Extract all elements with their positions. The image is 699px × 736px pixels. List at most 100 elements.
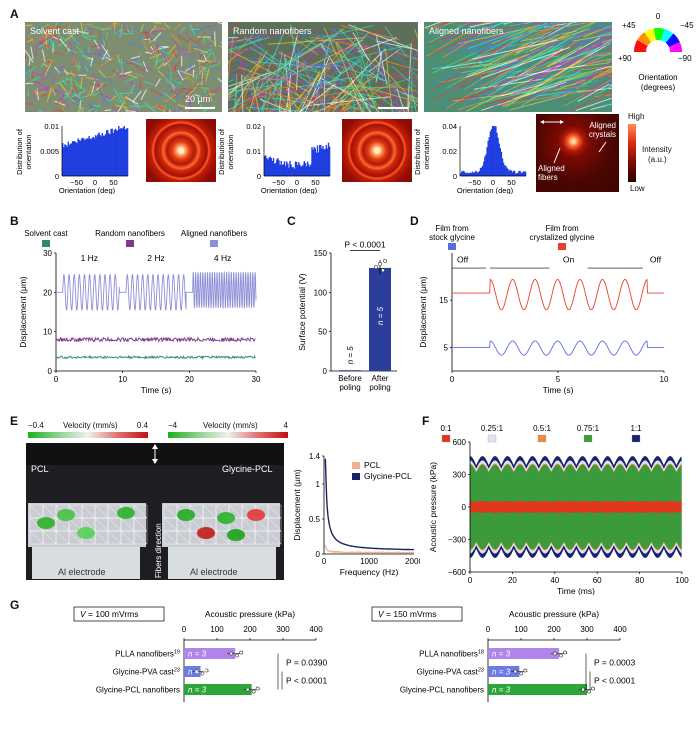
- fiber-stroke: [247, 77, 281, 81]
- x-axis-label: Acoustic pressure (kPa): [509, 609, 599, 619]
- hist-bar: [471, 172, 473, 176]
- fiber-stroke: [323, 73, 352, 95]
- hist-bar: [77, 138, 79, 176]
- fiber-stroke: [368, 49, 400, 72]
- fiber-stroke: [132, 63, 145, 72]
- hist-bar: [282, 164, 285, 176]
- fiber-stroke: [236, 55, 245, 86]
- fiber-stroke: [255, 103, 275, 112]
- fiber-stroke: [201, 71, 204, 86]
- fiber-stroke: [378, 41, 386, 77]
- fiber-stroke: [97, 49, 107, 57]
- hist-bar: [321, 148, 323, 176]
- legend-swatch: [126, 240, 134, 247]
- hist-bar: [81, 137, 84, 176]
- fiber-stroke: [25, 54, 27, 62]
- fiber-stroke: [348, 83, 356, 112]
- fiber-stroke: [336, 96, 341, 112]
- fiber-stroke: [59, 100, 65, 112]
- hist-bar: [497, 137, 499, 176]
- hist-bar: [310, 164, 312, 176]
- fiber-stroke: [171, 48, 178, 59]
- fiber-stroke: [88, 107, 95, 112]
- state-label-off-2: Off: [650, 254, 662, 264]
- fiber-stroke: [401, 50, 418, 112]
- frequency-annotation: 4 Hz: [214, 253, 231, 263]
- x-tick-label: 2000: [405, 557, 420, 566]
- fiber-stroke: [101, 53, 109, 63]
- hist-bar: [522, 171, 525, 176]
- fiber-stroke: [177, 70, 184, 81]
- fiber-stroke: [321, 106, 347, 112]
- fiber-stroke: [132, 90, 142, 103]
- fiber-stroke: [177, 34, 190, 44]
- series-random-nanofibers: [55, 336, 256, 344]
- hist-bar: [466, 172, 468, 176]
- hist-ytick: 0: [257, 172, 261, 181]
- y-tick-label: 15: [439, 296, 448, 305]
- category-label: Glycine-PCL nanofibers: [96, 686, 180, 695]
- n-label: n = 3: [188, 686, 207, 695]
- fiber-stroke: [54, 26, 62, 30]
- legend-swatch: [448, 243, 456, 250]
- hist-bar: [89, 138, 91, 176]
- fiber-stroke: [70, 96, 77, 101]
- hist-bar: [275, 162, 277, 176]
- fiber-stroke: [182, 88, 190, 100]
- fiber-stroke: [57, 39, 67, 47]
- scale-bar-label: 20 μm: [185, 94, 211, 104]
- fiber-stroke: [393, 85, 418, 93]
- fiber-stroke: [119, 24, 123, 38]
- fiber-stroke: [329, 86, 397, 89]
- fiber-stroke: [100, 28, 112, 31]
- fiber-stroke: [174, 40, 182, 53]
- fiber-stroke: [142, 41, 149, 54]
- hist-bar: [325, 145, 327, 176]
- panel-label-c: C: [287, 214, 296, 228]
- hist-bar: [320, 144, 322, 176]
- hist-ytick: 0: [453, 172, 457, 181]
- fiber-stroke: [85, 76, 99, 81]
- legend-swatch: [558, 243, 566, 250]
- fiber-stroke: [386, 60, 418, 71]
- fiber-stroke: [99, 35, 104, 44]
- velocity-label: Velocity (mm/s): [63, 421, 118, 430]
- fiber-stroke: [563, 79, 612, 107]
- hist-bar: [315, 152, 318, 176]
- fiber-stroke: [193, 47, 208, 54]
- fiber-stroke: [131, 55, 140, 60]
- fiber-stroke: [443, 80, 513, 91]
- hist-xtick: 0: [491, 178, 495, 187]
- wheel-label-left-top: +45: [622, 21, 636, 30]
- wheel-label-left-bottom: +90: [618, 54, 632, 63]
- fiber-stroke: [198, 60, 206, 63]
- panel-label-d: D: [410, 214, 419, 228]
- electrode-plate: [32, 543, 140, 579]
- fiber-stroke: [82, 93, 96, 98]
- fiber-stroke: [599, 69, 612, 75]
- fiber-stroke: [360, 70, 375, 112]
- fiber-stroke: [41, 65, 49, 76]
- n-label: n = 5: [376, 306, 385, 325]
- fiber-stroke: [335, 64, 385, 82]
- fiber-stroke: [402, 71, 418, 80]
- fiber-stroke: [295, 55, 299, 91]
- fiber-stroke: [115, 104, 128, 108]
- fiber-stroke: [350, 78, 372, 112]
- x-tick-label: 400: [613, 625, 627, 634]
- hist-bar: [76, 143, 78, 176]
- fiber-stroke: [592, 70, 612, 79]
- data-point: [559, 653, 563, 658]
- fiber-stroke: [396, 89, 418, 100]
- histogram-random: Distribution of orientation 0.02 0.01 0 −50 0 5…: [217, 122, 331, 194]
- fiber-stroke: [53, 51, 63, 56]
- fiber-stroke: [574, 64, 612, 87]
- fiber-stroke: [53, 109, 65, 112]
- hist-bar: [102, 135, 105, 176]
- hist-bar: [121, 128, 123, 176]
- fiber-stroke: [120, 58, 124, 75]
- fiber-stroke: [143, 101, 152, 109]
- category-label: PLLA nanofibers19: [115, 650, 180, 659]
- hist-bar: [86, 138, 88, 176]
- fiber-stroke: [391, 83, 401, 112]
